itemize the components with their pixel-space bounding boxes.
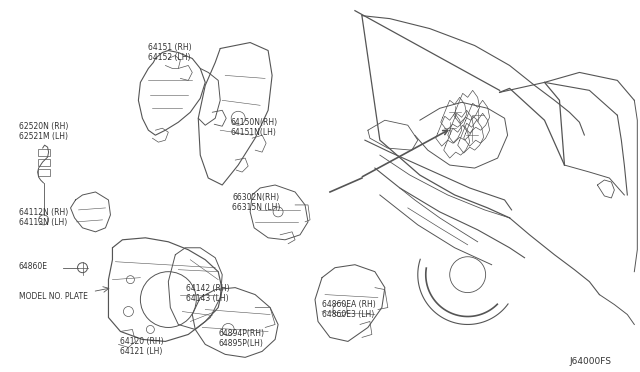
Text: MODEL NO. PLATE: MODEL NO. PLATE <box>19 292 88 301</box>
Text: 64151N(LH): 64151N(LH) <box>230 128 276 137</box>
Bar <box>38 149 49 156</box>
Text: 66302N(RH): 66302N(RH) <box>232 193 279 202</box>
Text: 64860EA (RH): 64860EA (RH) <box>322 299 376 309</box>
Text: 64142 (RH): 64142 (RH) <box>186 283 230 293</box>
Text: 64113N (LH): 64113N (LH) <box>19 218 67 227</box>
Text: 64112N (RH): 64112N (RH) <box>19 208 68 217</box>
Text: 62521M (LH): 62521M (LH) <box>19 132 68 141</box>
Bar <box>38 169 49 176</box>
Text: 62520N (RH): 62520N (RH) <box>19 122 68 131</box>
Text: 64143 (LH): 64143 (LH) <box>186 294 229 302</box>
Text: 64860E3 (LH): 64860E3 (LH) <box>322 310 374 318</box>
Text: 64894P(RH): 64894P(RH) <box>218 330 264 339</box>
Text: 64860E: 64860E <box>19 262 47 271</box>
Text: 64120 (RH): 64120 (RH) <box>120 337 164 346</box>
Text: 64152 (LH): 64152 (LH) <box>148 52 191 61</box>
Text: 64151 (RH): 64151 (RH) <box>148 42 192 52</box>
Text: 64895P(LH): 64895P(LH) <box>218 339 263 349</box>
Text: J64000FS: J64000FS <box>570 357 611 366</box>
Text: 66315N (LH): 66315N (LH) <box>232 203 280 212</box>
Text: 64150N(RH): 64150N(RH) <box>230 118 277 127</box>
Bar <box>38 159 49 166</box>
Text: 64121 (LH): 64121 (LH) <box>120 347 163 356</box>
